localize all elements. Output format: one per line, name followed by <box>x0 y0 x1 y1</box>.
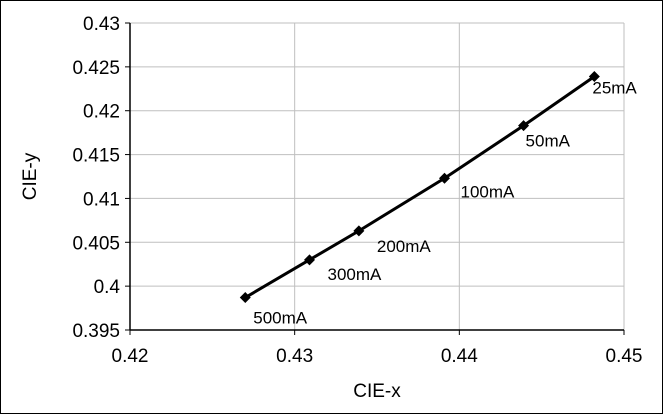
x-tick-label: 0.45 <box>606 346 643 367</box>
series-line <box>244 75 596 299</box>
y-tick-label: 0.395 <box>72 321 120 342</box>
data-point-label: 200mA <box>377 237 432 256</box>
data-point-marker <box>588 71 600 83</box>
data-point-marker <box>353 225 365 237</box>
data-point-label: 50mA <box>526 132 571 151</box>
data-point-label: 300mA <box>327 265 382 284</box>
y-tick-label: 0.41 <box>83 189 120 210</box>
x-tick-label: 0.42 <box>112 346 149 367</box>
data-point-label: 25mA <box>592 79 637 98</box>
x-axis-title: CIE-x <box>353 381 401 402</box>
data-series <box>239 71 600 304</box>
x-tick-label: 0.43 <box>276 346 313 367</box>
y-tick-label: 0.405 <box>72 233 120 254</box>
tick-labels: 0.395 0.4 0.405 0.41 0.415 0.42 0.425 0.43 0.42 0… <box>72 14 642 367</box>
data-point-marker <box>439 172 451 184</box>
data-point-marker <box>518 120 530 132</box>
y-tick-label: 0.43 <box>83 14 120 35</box>
y-tick-label: 0.425 <box>72 58 120 79</box>
point-labels: 25mA 50mA 100mA 200mA 300mA 500mA <box>253 79 637 328</box>
data-point-marker <box>239 292 251 304</box>
y-axis-title: CIE-y <box>20 152 41 200</box>
data-point-label: 500mA <box>253 309 308 328</box>
y-tick-label: 0.415 <box>72 146 120 167</box>
data-point-marker <box>303 254 315 266</box>
axes <box>125 22 625 335</box>
y-tick-label: 0.4 <box>94 277 121 298</box>
grid <box>129 22 625 331</box>
x-tick-label: 0.44 <box>441 346 478 367</box>
y-tick-label: 0.42 <box>83 102 120 123</box>
data-point-label: 100mA <box>461 182 516 201</box>
